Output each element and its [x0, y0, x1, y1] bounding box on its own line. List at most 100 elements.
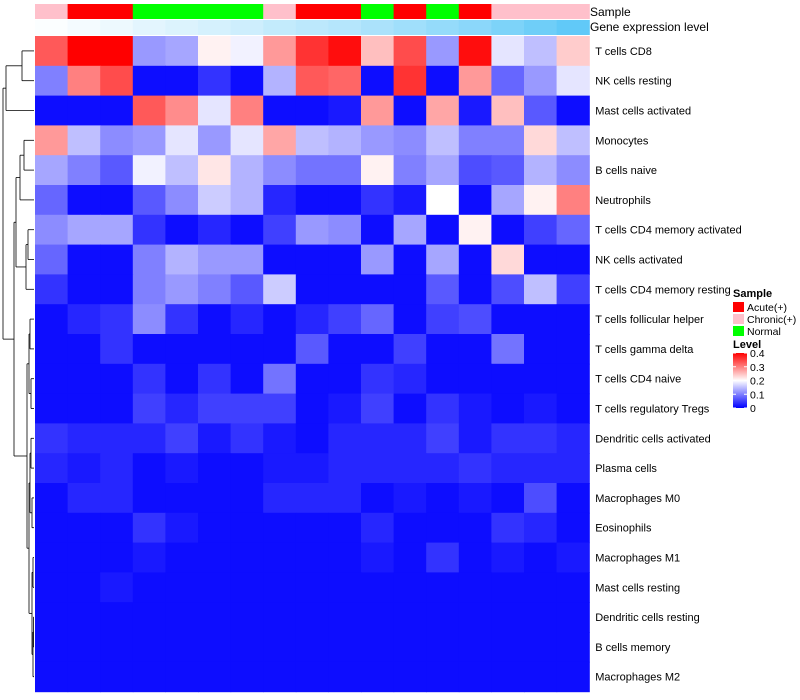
heatmap-cell — [491, 244, 525, 275]
heatmap-cell — [491, 65, 525, 97]
legend-swatch — [733, 302, 744, 312]
heatmap-cell — [556, 661, 590, 693]
heatmap-cell — [35, 393, 69, 424]
heatmap-cell — [67, 572, 101, 603]
heatmap-cell — [165, 244, 199, 275]
heatmap-cell — [230, 155, 264, 186]
heatmap-cell — [393, 185, 427, 216]
heatmap-cell — [491, 155, 525, 186]
row-label: Macrophages M0 — [595, 493, 680, 505]
heatmap-cell — [198, 214, 232, 246]
heatmap-cell — [524, 483, 558, 514]
legend-tick-label: 0 — [750, 403, 756, 415]
heatmap-cell — [165, 453, 199, 484]
row-label: Dendritic cells resting — [595, 612, 700, 624]
heatmap-cell — [458, 95, 492, 126]
heatmap-cell — [524, 661, 558, 693]
legend-tick-label: 0.1 — [750, 389, 765, 401]
heatmap-cell — [458, 363, 492, 395]
heatmap-cell — [67, 661, 101, 693]
heatmap-cell — [426, 542, 460, 573]
heatmap-cell — [67, 274, 101, 305]
row-labels: T cells CD8 NK cells resting Mast cells ac… — [595, 46, 742, 684]
heatmap-cell — [393, 632, 427, 663]
sample-annotation-cell — [132, 4, 166, 19]
heatmap-cell — [100, 572, 134, 603]
legend-tick-label: 0.4 — [750, 348, 765, 360]
heatmap-cell — [295, 185, 329, 216]
heatmap-cell — [295, 572, 329, 603]
heatmap-cell — [491, 125, 525, 156]
heatmap-cell — [361, 125, 395, 156]
heatmap-cell — [132, 244, 166, 275]
heatmap-cell — [67, 393, 101, 424]
heatmap-cell — [426, 214, 460, 246]
heatmap-cell — [35, 423, 69, 454]
heatmap-cell — [100, 214, 134, 246]
heatmap-cell — [230, 125, 264, 156]
heatmap-cell — [361, 512, 395, 544]
heatmap-cell — [67, 185, 101, 216]
heatmap-cell — [132, 185, 166, 216]
heatmap-cell — [361, 304, 395, 335]
heatmap-cell — [524, 155, 558, 186]
heatmap-cell — [100, 334, 134, 365]
heatmap-cell — [230, 572, 264, 603]
heatmap-cell — [556, 214, 590, 246]
heatmap-cell — [295, 65, 329, 97]
row-label: Macrophages M2 — [595, 672, 680, 684]
heatmap-cell — [361, 393, 395, 424]
heatmap-cell — [426, 155, 460, 186]
heatmap-cell — [556, 185, 590, 216]
legend-tick-label: 0.3 — [750, 362, 765, 374]
heatmap-cell — [328, 423, 362, 454]
expression-annotation-cell — [67, 20, 101, 35]
row-label: Monocytes — [595, 135, 649, 147]
legend-entry-label: Chronic(+) — [747, 314, 796, 326]
heatmap-cell — [361, 95, 395, 126]
heatmap-cell — [132, 274, 166, 305]
heatmap-cell — [100, 661, 134, 693]
heatmap-cell — [263, 572, 297, 603]
heatmap-cell — [132, 512, 166, 544]
heatmap-cell — [100, 65, 134, 97]
heatmap-cell — [491, 483, 525, 514]
heatmap-cell — [361, 423, 395, 454]
heatmap-cell — [67, 483, 101, 514]
annotation-tracks — [35, 4, 590, 35]
heatmap-cell — [132, 661, 166, 693]
heatmap-cell — [263, 542, 297, 573]
heatmap-cell — [263, 95, 297, 126]
heatmap-cell — [35, 36, 69, 67]
heatmap-cell — [132, 95, 166, 126]
heatmap-cell — [198, 512, 232, 544]
heatmap-cell — [393, 304, 427, 335]
heatmap-cell — [230, 65, 264, 97]
heatmap-cell — [67, 95, 101, 126]
row-label: B cells naive — [595, 165, 657, 177]
legend-level-ticks: 0.4 0.3 0.20.1 0 — [733, 348, 765, 415]
heatmap-cell — [328, 125, 362, 156]
heatmap-cell — [165, 483, 199, 514]
heatmap-cell — [132, 632, 166, 663]
heatmap-cell — [426, 125, 460, 156]
heatmap-cell — [524, 602, 558, 633]
heatmap-cell — [295, 334, 329, 365]
heatmap-cell — [556, 453, 590, 484]
heatmap-cell — [263, 65, 297, 97]
heatmap-cell — [100, 393, 134, 424]
heatmap-cell — [35, 632, 69, 663]
heatmap-cell — [198, 483, 232, 514]
heatmap-cell — [100, 155, 134, 186]
legend-tick-label: 0.2 — [750, 376, 765, 388]
heatmap-cell — [524, 423, 558, 454]
heatmap-cell — [393, 453, 427, 484]
heatmap-cell — [556, 483, 590, 514]
heatmap-cell — [458, 632, 492, 663]
heatmap-cell — [198, 661, 232, 693]
heatmap-cell — [491, 512, 525, 544]
sample-annotation-cell — [100, 4, 134, 19]
heatmap-cell — [361, 542, 395, 573]
heatmap-cell — [393, 542, 427, 573]
